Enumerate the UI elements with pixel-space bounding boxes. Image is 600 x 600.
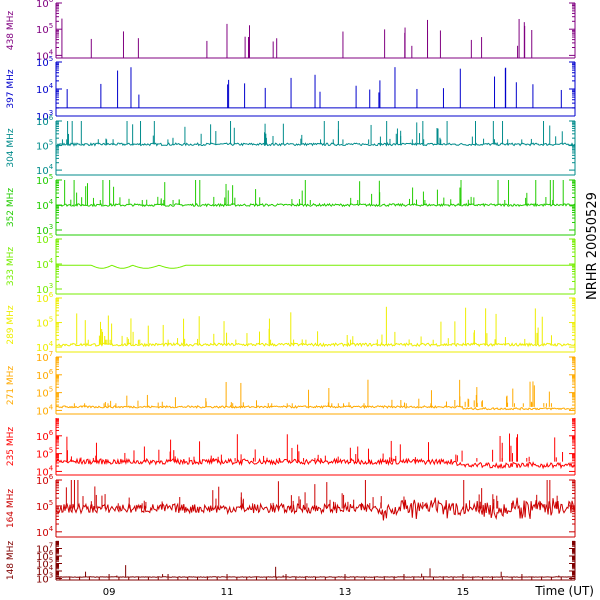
- y-tick-exponent: 5: [49, 22, 53, 30]
- y-tick-exponent: 6: [49, 429, 54, 437]
- y-tick-label: 105: [36, 139, 53, 153]
- y-tick-exponent: 5: [49, 447, 53, 455]
- panel-label: 333 MHz: [6, 247, 16, 287]
- y-tick-label: 106: [36, 114, 54, 128]
- y-tick-exponent: 3: [49, 282, 53, 290]
- y-tick-exponent: 5: [49, 173, 53, 181]
- y-tick-label: 105: [36, 232, 53, 246]
- y-tick-exponent: 5: [49, 499, 53, 507]
- y-tick-exponent: 5: [49, 386, 53, 394]
- y-tick-exponent: 6: [49, 114, 54, 122]
- y-tick-exponent: 3: [49, 109, 53, 117]
- panel-label: 235 MHz: [6, 427, 16, 467]
- data-trace: [56, 342, 576, 348]
- panel-label: 289 MHz: [6, 305, 16, 345]
- data-trace: [55, 497, 576, 521]
- y-tick-exponent: 5: [49, 139, 53, 147]
- y-tick-label: 106: [36, 291, 54, 305]
- panel-label: 397 MHz: [6, 69, 16, 109]
- y-tick-exponent: 6: [49, 473, 54, 481]
- chart-title: NRHR 20050529: [585, 192, 600, 300]
- x-tick-label: 11: [221, 587, 234, 598]
- y-tick-exponent: 4: [49, 82, 54, 90]
- data-trace: [56, 264, 575, 269]
- y-tick-exponent: 6: [49, 549, 54, 557]
- data-trace: [55, 457, 576, 470]
- x-tick-label: 09: [103, 587, 116, 598]
- y-tick-exponent: 3: [49, 223, 53, 231]
- y-tick-exponent: 6: [49, 368, 54, 376]
- y-tick-label: 104: [36, 403, 54, 417]
- y-tick-label: 106: [36, 368, 54, 382]
- y-tick-label: 105: [36, 386, 53, 400]
- y-tick-label: 104: [36, 82, 54, 96]
- data-trace: [55, 141, 576, 147]
- x-axis-label: Time (UT): [534, 584, 594, 598]
- y-tick-exponent: 6: [49, 291, 54, 299]
- panel-label: 352 MHz: [6, 188, 16, 228]
- y-tick-exponent: 7: [49, 542, 53, 550]
- y-tick-exponent: 4: [49, 340, 54, 348]
- y-tick-label: 105: [36, 173, 53, 187]
- y-tick-exponent: 7: [49, 350, 53, 358]
- y-tick-label: 105: [36, 499, 53, 513]
- data-trace: [55, 202, 576, 208]
- y-tick-exponent: 4: [49, 48, 54, 56]
- y-tick-label: 104: [36, 525, 54, 539]
- y-tick-exponent: 6: [49, 0, 54, 4]
- y-tick-label: 104: [36, 257, 54, 271]
- y-tick-label: 105: [36, 55, 53, 69]
- panel-271-mhz: 104 105 106 107 271 MHz: [6, 350, 576, 417]
- y-tick-label: 107: [36, 350, 53, 364]
- x-tick-label: 13: [339, 587, 352, 598]
- x-tick-label: 15: [457, 587, 470, 598]
- panel-label: 304 MHz: [6, 128, 16, 168]
- y-tick-label: 105: [36, 22, 53, 36]
- data-trace: [55, 404, 576, 411]
- panel-label: 164 MHz: [6, 489, 16, 529]
- y-tick-label: 105: [36, 447, 53, 461]
- y-tick-label: 106: [36, 429, 54, 443]
- panel-label: 438 MHz: [6, 11, 16, 51]
- y-tick-exponent: 5: [49, 55, 53, 63]
- y-tick-exponent: 4: [49, 403, 54, 411]
- y-tick-exponent: 5: [49, 316, 53, 324]
- y-tick-label: 106: [36, 0, 54, 10]
- y-tick-exponent: 3: [49, 572, 53, 580]
- y-tick-exponent: 4: [49, 257, 54, 265]
- panel-164-mhz: 104 105 106 164 MHz: [6, 473, 576, 539]
- panel-label: 148 MHz: [6, 541, 16, 581]
- y-tick-label: 106: [36, 473, 54, 487]
- y-tick-label: 105: [36, 316, 53, 330]
- y-tick-exponent: 4: [49, 198, 54, 206]
- y-tick-exponent: 4: [49, 464, 54, 472]
- y-tick-exponent: 5: [49, 557, 53, 565]
- y-tick-exponent: 4: [49, 564, 54, 572]
- y-tick-exponent: 5: [49, 232, 53, 240]
- panel-label: 271 MHz: [6, 366, 16, 406]
- x-axis-layer: 09 11 13 15 Time (UT): [56, 574, 594, 598]
- y-tick-exponent: 4: [49, 525, 54, 533]
- y-tick-label: 104: [36, 198, 54, 212]
- y-tick-exponent: 4: [49, 163, 54, 171]
